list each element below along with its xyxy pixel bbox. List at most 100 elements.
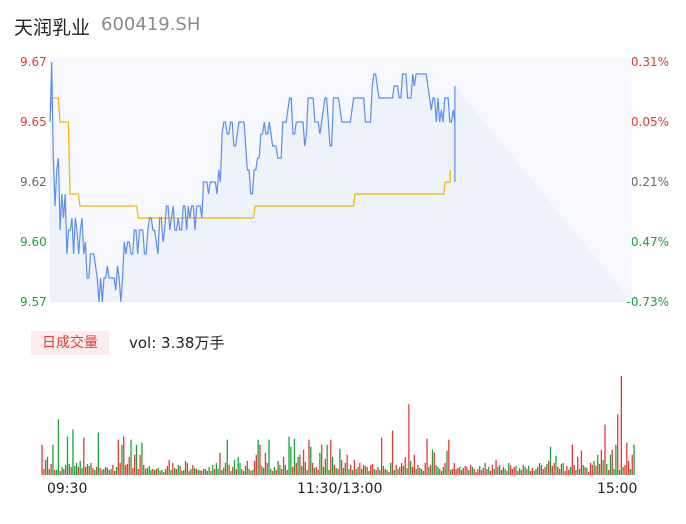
volume-bar [444, 462, 446, 475]
volume-bar [144, 468, 147, 475]
volume-bar [528, 465, 530, 475]
y-tick-left: 9.62 [20, 175, 47, 189]
volume-bar [119, 462, 121, 475]
volume-bar [373, 468, 376, 475]
volume-bar [557, 466, 559, 475]
volume-bar [433, 452, 435, 475]
volume-bar [213, 468, 216, 475]
price-area-fill [50, 62, 632, 302]
x-tick-midday: 11:30/13:00 [297, 481, 383, 497]
volume-bar [613, 468, 615, 475]
volume-bar [464, 465, 466, 475]
volume-bar [361, 468, 363, 475]
volume-bar [206, 470, 208, 475]
volume-bar [607, 469, 610, 475]
volume-bar [268, 439, 270, 475]
volume-bar [326, 444, 328, 475]
volume-bar [533, 470, 535, 475]
volume-bar [155, 468, 158, 475]
volume-bar [123, 436, 125, 475]
volume-bar [217, 468, 219, 475]
volume-bar [50, 463, 52, 475]
volume-bar [235, 468, 238, 475]
volume-bar [79, 460, 81, 475]
volume-bar [159, 470, 161, 475]
volume-bar [577, 456, 579, 475]
volume-bar [250, 470, 252, 475]
volume-bar [128, 456, 130, 475]
volume-bar [84, 466, 87, 475]
volume-bar [259, 444, 261, 475]
volume-bar [48, 468, 50, 475]
volume-bar [273, 466, 276, 475]
volume-bar [633, 444, 635, 475]
volume-bar [135, 444, 138, 475]
volume-bar [333, 464, 336, 475]
volume-bar [428, 466, 430, 475]
volume-bar [462, 467, 464, 475]
volume-bar [384, 468, 386, 475]
volume-bar [103, 468, 105, 475]
volume-bar [74, 465, 76, 475]
volume-bar [106, 467, 109, 475]
volume-bar [451, 468, 454, 475]
volume-bar [368, 470, 370, 475]
volume-bar [252, 469, 254, 475]
volume-bar [551, 465, 553, 475]
volume-bar [500, 469, 503, 475]
volume-bar [431, 449, 434, 475]
volume-bar [591, 464, 593, 475]
volume-bar [410, 460, 412, 475]
volume-bar [292, 466, 294, 475]
volume-bar [526, 468, 528, 475]
volume-bar [493, 468, 495, 475]
volume-bar [115, 466, 118, 475]
volume-bar [477, 468, 479, 475]
volume-bar [117, 439, 119, 475]
volume-bar [61, 466, 63, 475]
volume-bar [190, 468, 192, 475]
volume-bar [509, 464, 512, 475]
volume-bar [134, 454, 136, 475]
volume-bar [157, 467, 159, 475]
volume-bar [548, 460, 550, 475]
volume-bar [170, 469, 172, 475]
volume-bar [489, 470, 492, 475]
volume-bars [41, 376, 635, 475]
volume-bar [59, 470, 61, 475]
volume-bar [45, 459, 47, 475]
volume-bar [617, 414, 619, 475]
volume-bar [620, 376, 622, 475]
volume-bar [457, 467, 459, 475]
volume-bar [497, 466, 499, 475]
volume-bar [46, 456, 49, 475]
volume-bar [631, 454, 633, 475]
volume-bar [382, 465, 385, 475]
volume-bar [568, 469, 570, 475]
y-tick-right: -0.47% [626, 235, 669, 249]
volume-bar [442, 466, 445, 475]
volume-bar [399, 466, 401, 475]
volume-bar [468, 469, 470, 475]
y-tick-right: 0.31% [630, 55, 669, 69]
volume-bar [406, 467, 408, 475]
volume-bar [317, 469, 319, 475]
volume-bar [624, 464, 626, 475]
volume-bar [362, 464, 365, 475]
volume-bar [569, 466, 572, 475]
volume-bar [542, 468, 544, 475]
volume-bar [522, 464, 524, 475]
volume-bar [324, 458, 326, 475]
avg-price-line [49, 97, 451, 219]
volume-bar [538, 462, 541, 475]
volume-bar [110, 468, 112, 475]
volume-bar [598, 463, 601, 475]
volume-bar [232, 466, 234, 475]
volume-bar [166, 465, 168, 475]
volume-bar [627, 460, 630, 475]
volume-bar [426, 438, 428, 475]
volume-bar [239, 462, 241, 475]
volume-bar [350, 464, 352, 475]
volume-bar [595, 465, 597, 475]
